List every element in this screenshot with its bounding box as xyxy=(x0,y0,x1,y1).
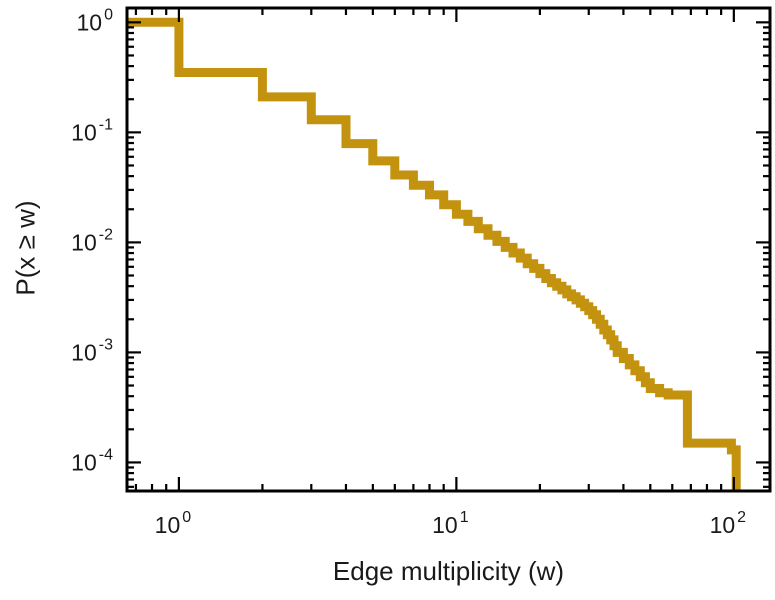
tick-label-y--1: 10 -1 xyxy=(71,116,113,145)
tick-label-y--4: 10 -4 xyxy=(71,446,113,475)
y-axis-title: P(x ≥ w) xyxy=(10,200,41,296)
tick-label-x-1: 10 1 xyxy=(432,509,469,538)
tick-label-x-0: 10 0 xyxy=(155,509,192,538)
tick-label-y--2: 10 -2 xyxy=(71,226,113,255)
tick-label-x-2: 10 2 xyxy=(710,509,747,538)
tick-label-y--3: 10 -3 xyxy=(71,336,113,365)
tick-label-y-0: 10 0 xyxy=(77,6,114,35)
x-axis-title: Edge multiplicity (w) xyxy=(332,556,565,586)
